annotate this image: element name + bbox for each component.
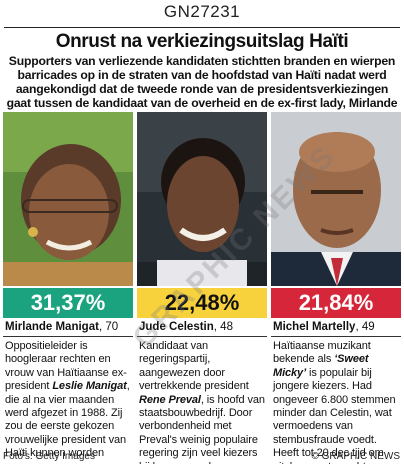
divider [3,336,133,337]
intro-text: Supporters van verliezende kandidaten st… [6,54,398,124]
divider [137,336,267,337]
graphic-code: GN27231 [163,2,241,21]
photo-martelly [271,112,401,286]
photo-celestin [137,112,267,286]
result-bar-manigat: 31,37% [3,288,133,318]
candidate-column-manigat: 31,37% Mirlande Manigat, 70 Oppositielei… [3,112,133,459]
candidate-name: Mirlande Manigat, 70 [5,321,119,333]
divider [271,336,401,337]
candidate-bio: Kandidaat van regeringspartij, aangeweze… [139,340,265,464]
candidate-name: Jude Celestin, 48 [139,321,233,333]
result-bar-celestin: 22,48% [137,288,267,318]
candidate-column-martelly: 21,84% Michel Martelly, 49 Haïtiaanse mu… [271,112,401,464]
result-bar-martelly: 21,84% [271,288,401,318]
photo-credit: Foto's: Getty Images [3,451,95,462]
photo-manigat [3,112,133,286]
candidate-name: Michel Martelly, 49 [273,321,375,333]
page-title: Onrust na verkiezingsuitslag Haïti [55,31,349,52]
candidate-bio: Oppositieleider is hoogleraar rechten en… [5,340,130,460]
copyright: © GRAPHIC NEWS [311,451,401,462]
candidate-column-celestin: 22,48% Jude Celestin, 48 Kandidaat van r… [137,112,267,464]
header-rule [4,27,400,28]
candidate-bio: Haïtiaanse muzikant bekende als ‘Sweet M… [273,340,396,464]
